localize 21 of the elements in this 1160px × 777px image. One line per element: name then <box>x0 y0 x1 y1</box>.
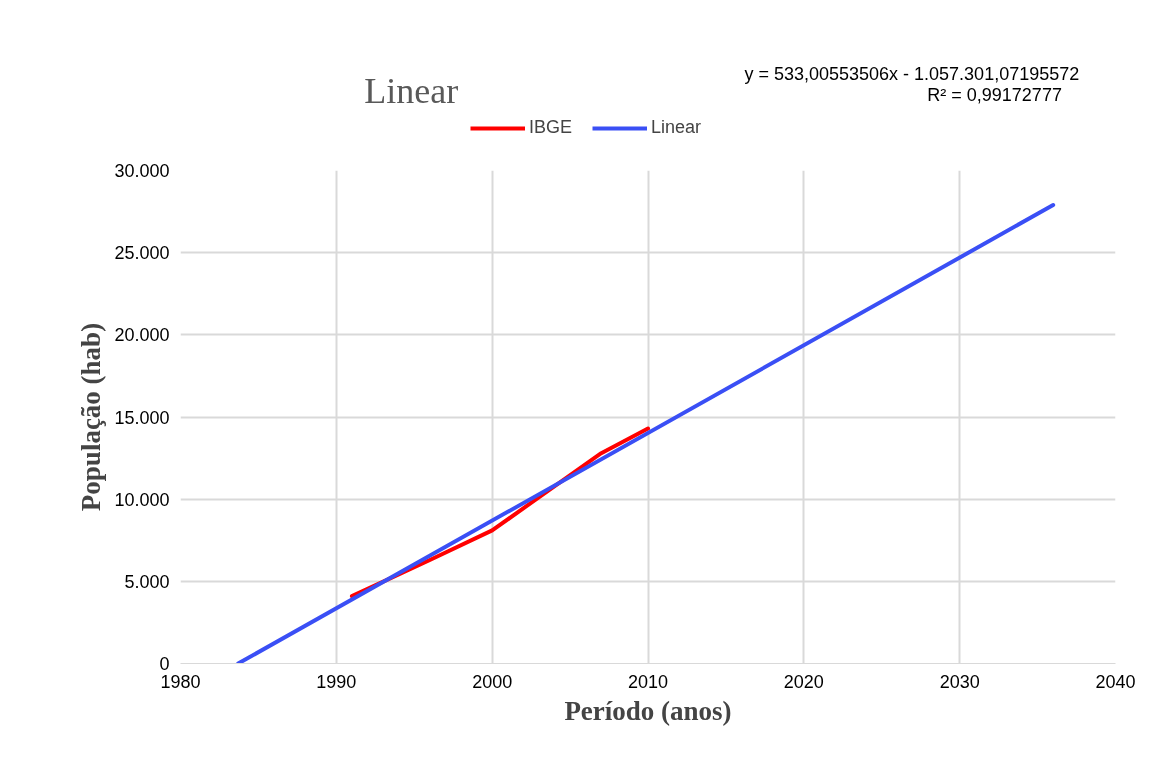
text: y = 533,00553506x - 1.057.301,07195572 <box>744 63 1080 84</box>
x-axis-title: Período (anos) <box>564 695 732 726</box>
y-tick-label: 25.000 <box>114 243 170 264</box>
y-tick-label: 0 <box>159 654 170 674</box>
x-tick-label: 2020 <box>783 671 824 692</box>
y-tick-label: 30.000 <box>114 161 170 181</box>
legend-label: IBGE <box>529 117 573 138</box>
text: R² = 0,99172777 <box>927 84 1062 105</box>
y-axis-title: População (hab) <box>76 322 107 512</box>
x-tick-label: 2040 <box>1095 671 1136 692</box>
x-tick-label: 1990 <box>316 671 357 692</box>
x-tick-label: 2030 <box>939 671 980 692</box>
y-tick-label: 10.000 <box>114 489 170 510</box>
y-tick-label: 15.000 <box>114 407 170 428</box>
x-tick-label: 2000 <box>472 671 513 692</box>
chart-title: Linear <box>364 70 459 111</box>
y-tick-label: 20.000 <box>114 325 170 346</box>
y-tick-label: 5.000 <box>124 571 170 592</box>
x-tick-label: 1980 <box>160 671 201 692</box>
x-tick-label: 2010 <box>627 671 669 692</box>
legend-label: Linear <box>651 117 702 138</box>
